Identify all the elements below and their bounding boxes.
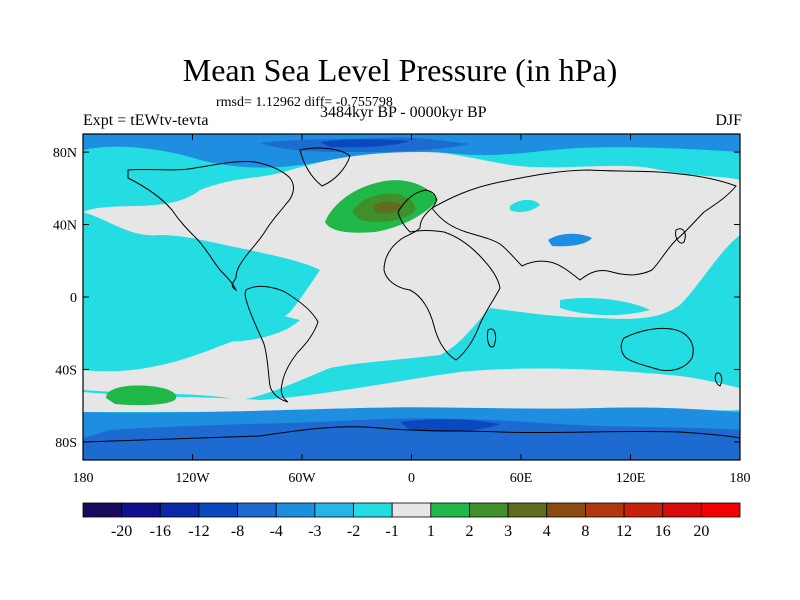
period-label: 3484kyr BP - 0000kyr BP: [320, 104, 487, 121]
latitude-axis: 80N 40N 0 40S 80S: [53, 146, 740, 451]
pressure-field: [83, 134, 740, 460]
lat-tick-label: 40S: [55, 363, 77, 378]
coast-south-america: [244, 285, 319, 403]
colorbar-label: -20: [111, 523, 132, 540]
colorbar-swatch: [585, 502, 625, 518]
field-southern-light-belt: [83, 368, 740, 412]
colorbar-swatch: [314, 502, 354, 518]
lat-tick-label: 40N: [53, 219, 77, 234]
colorbar-label: 1: [427, 523, 435, 540]
colorbar-label: 2: [465, 523, 473, 540]
colorbar-swatch: [507, 502, 548, 518]
colorbar-label: -8: [231, 523, 244, 540]
colorbar-label: 16: [655, 523, 671, 540]
colorbar-label: 4: [543, 523, 551, 540]
coast-europe-africa: [383, 189, 501, 361]
colorbar-label: -12: [188, 523, 209, 540]
coast-new-zealand: [714, 372, 723, 387]
colorbar-swatch: [623, 502, 664, 518]
lat-tick-label: 80S: [55, 436, 77, 451]
colorbar: -20 -16 -12 -8 -4 -3 -2 -1 1 2 3 4 8 12 16 20: [82, 502, 741, 540]
map-title: Mean Sea Level Pressure (in hPa): [182, 52, 618, 88]
coast-antarctica: [83, 426, 740, 443]
colorbar-label: -3: [308, 523, 321, 540]
experiment-label: Expt = tEWtv-tevta: [83, 112, 209, 129]
colorbar-swatch: [700, 502, 741, 518]
lat-tick-label: 0: [70, 291, 77, 306]
field-minus3-asia: [548, 233, 592, 247]
field-minus8-south: [400, 419, 500, 432]
colorbar-label: 12: [616, 523, 632, 540]
colorbar-swatch: [198, 502, 238, 518]
lon-tick-label: 60E: [510, 471, 533, 486]
lon-tick-label: 120W: [175, 471, 210, 486]
lon-tick-label: 120E: [616, 471, 646, 486]
field-minus4-south: [83, 418, 740, 460]
field-minus8-north: [320, 139, 410, 148]
colorbar-swatch: [430, 502, 470, 518]
field-plus3-north-atlantic: [372, 201, 404, 214]
colorbar-swatch: [121, 502, 161, 518]
colorbar-label: -1: [386, 523, 399, 540]
colorbar-swatch: [82, 502, 123, 518]
colorbar-swatch: [469, 502, 509, 518]
field-minus2-caspian: [510, 199, 540, 213]
colorbar-label: -2: [347, 523, 360, 540]
coast-greenland: [299, 147, 351, 187]
lon-tick-label: 180: [73, 471, 94, 486]
lat-tick-label: 80N: [53, 146, 77, 161]
coast-japan: [675, 228, 686, 244]
field-plus1-south-pacific: [106, 385, 177, 406]
colorbar-swatch: [237, 502, 277, 518]
colorbar-label: 20: [693, 523, 709, 540]
colorbar-swatch: [546, 502, 586, 518]
colorbar-label: -16: [150, 523, 171, 540]
field-pacific-tongue: [120, 306, 300, 342]
colorbar-label: 8: [581, 523, 589, 540]
colorbar-label: 3: [504, 523, 512, 540]
colorbar-swatch: [159, 502, 200, 518]
colorbar-swatch: [275, 502, 316, 518]
lon-tick-label: 60W: [288, 471, 316, 486]
season-label: DJF: [715, 112, 742, 129]
colorbar-swatch: [353, 502, 393, 518]
colorbar-label: -4: [270, 523, 283, 540]
lon-tick-label: 180: [730, 471, 751, 486]
coast-asia: [431, 169, 737, 281]
colorbar-swatch: [391, 502, 432, 518]
coastlines: [83, 147, 740, 443]
lon-tick-label: 0: [408, 471, 415, 486]
field-minus2-indian: [560, 298, 650, 316]
longitude-axis: 180 120W 60W 0 60E 120E 180: [73, 134, 751, 486]
coast-north-america: [127, 161, 294, 292]
coast-australia: [620, 327, 694, 371]
stats-text: rmsd= 1.12962 diff= -0.755798: [216, 95, 393, 110]
colorbar-swatch: [662, 502, 702, 518]
coast-madagascar: [487, 328, 497, 348]
